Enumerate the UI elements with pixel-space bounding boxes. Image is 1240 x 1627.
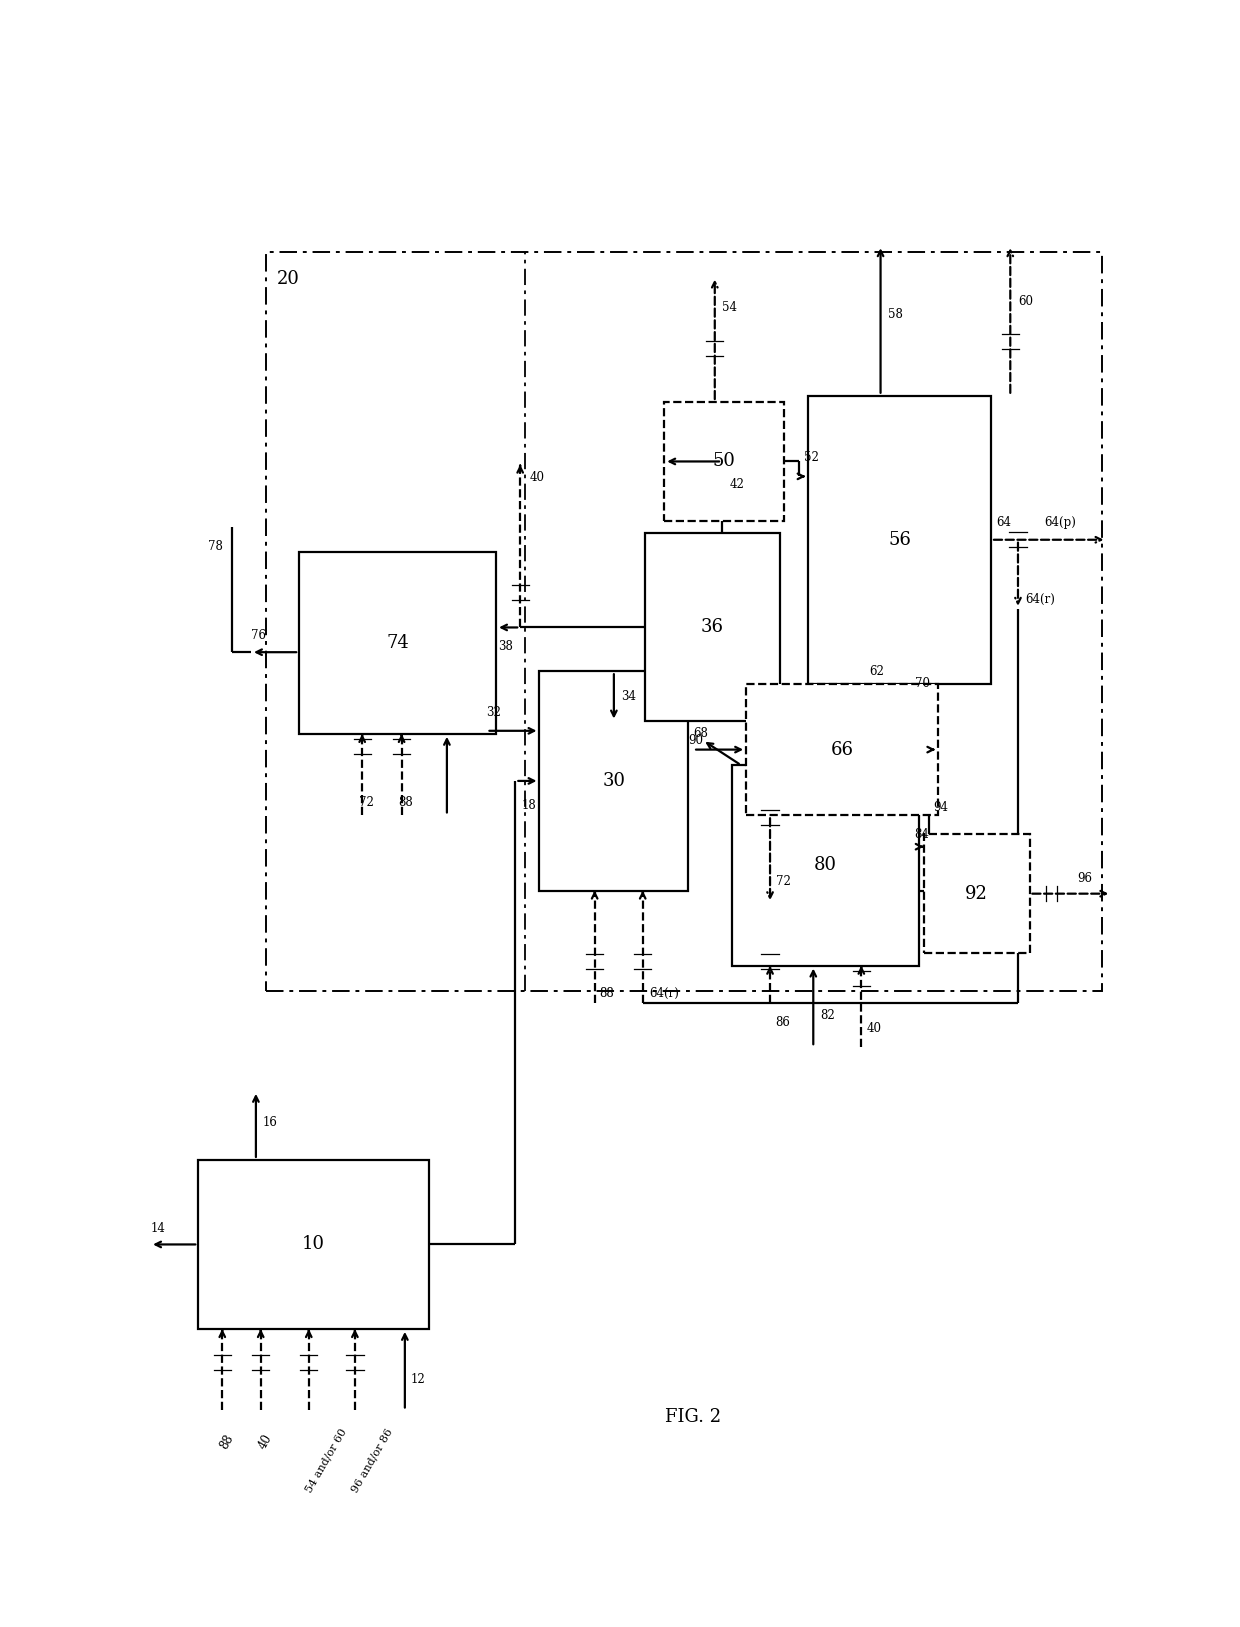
Text: 96: 96 <box>1078 872 1092 885</box>
Bar <box>265 252 1101 991</box>
Text: 88: 88 <box>599 986 614 999</box>
Text: 30: 30 <box>603 771 625 791</box>
Text: 38: 38 <box>498 639 513 652</box>
Bar <box>732 765 919 966</box>
Text: 74: 74 <box>387 635 409 652</box>
Bar <box>924 835 1029 953</box>
Text: 72: 72 <box>360 796 374 809</box>
Text: 68: 68 <box>693 727 708 740</box>
Text: 10: 10 <box>303 1235 325 1253</box>
Text: FIG. 2: FIG. 2 <box>665 1407 722 1425</box>
Text: 88: 88 <box>399 796 413 809</box>
Text: 56: 56 <box>888 530 911 548</box>
Text: 84: 84 <box>914 828 929 841</box>
Text: 70: 70 <box>915 677 930 690</box>
Text: 64(r): 64(r) <box>1025 594 1055 607</box>
Text: 54 and/or 60: 54 and/or 60 <box>304 1427 348 1494</box>
Text: 82: 82 <box>820 1009 835 1022</box>
Text: 36: 36 <box>701 618 724 636</box>
Text: 76: 76 <box>250 630 267 643</box>
Text: 20: 20 <box>277 270 300 288</box>
Text: 50: 50 <box>713 452 735 470</box>
Bar <box>539 672 688 890</box>
Text: 80: 80 <box>813 856 837 874</box>
Text: 54: 54 <box>723 301 738 314</box>
Text: 64(r): 64(r) <box>650 986 680 999</box>
Text: 18: 18 <box>521 799 536 812</box>
Text: 88: 88 <box>217 1432 236 1451</box>
Text: 40: 40 <box>255 1432 275 1451</box>
Text: 60: 60 <box>1018 294 1033 308</box>
Bar <box>299 552 496 734</box>
Text: 62: 62 <box>869 665 884 678</box>
Text: 52: 52 <box>804 451 818 464</box>
Bar <box>665 402 785 521</box>
Text: 40: 40 <box>529 470 544 483</box>
Text: 92: 92 <box>965 885 988 903</box>
Bar <box>645 534 780 721</box>
Bar <box>746 683 939 815</box>
Text: 42: 42 <box>729 478 744 491</box>
Text: 86: 86 <box>775 1015 790 1028</box>
Text: 94: 94 <box>934 800 949 814</box>
Text: 90: 90 <box>688 734 703 747</box>
Text: 12: 12 <box>410 1373 425 1386</box>
Bar <box>198 1160 429 1329</box>
Text: 14: 14 <box>150 1222 165 1235</box>
Text: 66: 66 <box>831 740 853 758</box>
Text: 64(p): 64(p) <box>1044 516 1076 529</box>
Text: 34: 34 <box>621 690 636 703</box>
Text: 58: 58 <box>888 308 903 321</box>
Text: 32: 32 <box>486 706 501 719</box>
Text: 40: 40 <box>867 1022 882 1035</box>
Text: 16: 16 <box>263 1116 278 1129</box>
Text: 96 and/or 86: 96 and/or 86 <box>350 1427 394 1494</box>
Bar <box>808 395 991 683</box>
Text: 72: 72 <box>776 875 791 888</box>
Text: 64: 64 <box>996 516 1011 529</box>
Text: 78: 78 <box>208 540 223 553</box>
